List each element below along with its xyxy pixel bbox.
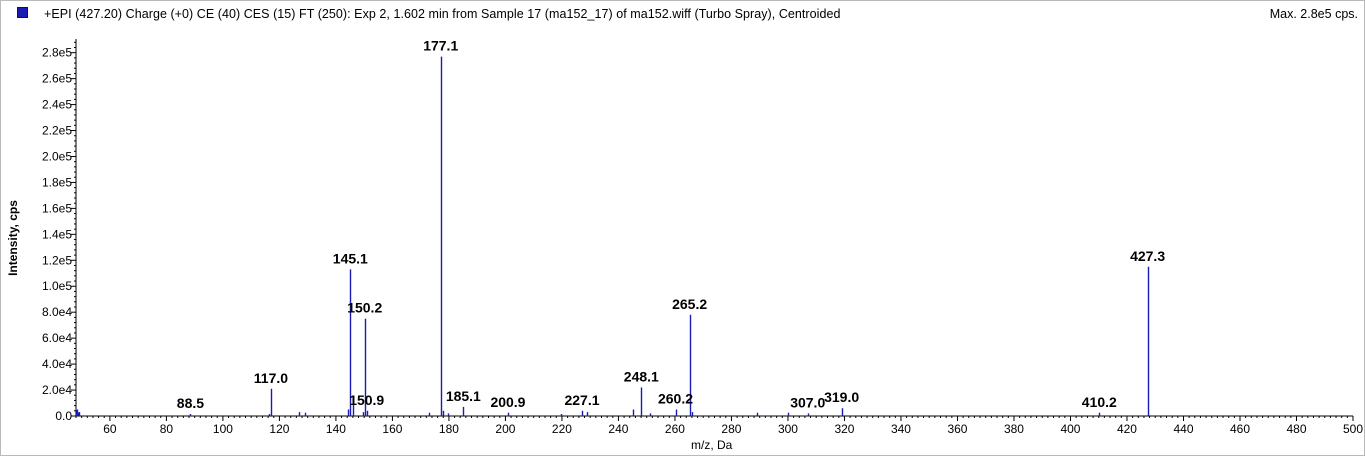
x-tick-label: 200 — [495, 422, 515, 436]
peak-label: 227.1 — [564, 392, 599, 408]
peak-label: 307.0 — [790, 394, 825, 410]
peak-label: 319.0 — [824, 389, 859, 405]
y-tick-label: 1.8e5 — [42, 175, 72, 189]
y-tick-label: 1.2e5 — [42, 253, 72, 267]
y-tick-label: 4.0e4 — [42, 357, 72, 371]
y-tick-label: 2.6e5 — [42, 72, 72, 86]
peak-label: 177.1 — [423, 38, 458, 54]
x-tick-label: 220 — [552, 422, 572, 436]
y-tick-label: 8.0e4 — [42, 305, 72, 319]
peak-label: 248.1 — [624, 368, 659, 384]
x-tick-label: 160 — [382, 422, 402, 436]
axes: 0.0 2.0e4 4.0e4 6.0e4 8.0e4 1.0e5 1.2e5 1.4e5 1.… — [42, 39, 1363, 436]
x-tick-label: 60 — [103, 422, 117, 436]
x-tick-label: 380 — [1004, 422, 1024, 436]
peak-label: 185.1 — [446, 388, 481, 404]
y-tick-label: 1.6e5 — [42, 201, 72, 215]
x-tick-label: 300 — [778, 422, 798, 436]
x-tick-label: 80 — [160, 422, 174, 436]
peak-label: 150.9 — [349, 392, 384, 408]
x-tick-label: 180 — [439, 422, 459, 436]
peak-label: 265.2 — [672, 296, 707, 312]
peak-label: 88.5 — [177, 395, 204, 411]
x-tick-label: 440 — [1173, 422, 1193, 436]
x-tick-label: 280 — [721, 422, 741, 436]
x-tick-label: 240 — [608, 422, 628, 436]
chart-title: +EPI (427.20) Charge (+0) CE (40) CES (1… — [44, 7, 841, 21]
x-tick-label: 120 — [269, 422, 289, 436]
origin-marker — [76, 409, 81, 416]
x-tick-label: 140 — [326, 422, 346, 436]
max-intensity-label: Max. 2.8e5 cps. — [1269, 7, 1358, 21]
y-tick-label: 2.0e5 — [42, 149, 72, 163]
peak-label: 150.2 — [347, 300, 382, 316]
y-tick-label: 1.0e5 — [42, 279, 72, 293]
peak-label: 427.3 — [1130, 248, 1165, 264]
y-tick-label: 6.0e4 — [42, 331, 72, 345]
y-tick-label: 2.4e5 — [42, 98, 72, 112]
peak-label: 117.0 — [254, 370, 288, 386]
peak-label: 260.2 — [658, 391, 693, 407]
peak-label: 200.9 — [490, 394, 525, 410]
x-axis-label: m/z, Da — [691, 438, 733, 452]
peak-label: 410.2 — [1082, 394, 1117, 410]
x-tick-label: 500 — [1343, 422, 1363, 436]
x-tick-label: 320 — [834, 422, 854, 436]
x-tick-label: 480 — [1286, 422, 1306, 436]
y-tick-label: 2.8e5 — [42, 46, 72, 60]
y-tick-label: 0.0 — [55, 409, 72, 423]
series-color-swatch — [17, 7, 28, 18]
y-tick-label: 2.0e4 — [42, 383, 72, 397]
peak-labels: 88.5 117.0 145.1 150.2 150.9 177.1 185.1 200.9 2… — [177, 38, 1166, 411]
x-tick-label: 360 — [947, 422, 967, 436]
x-tick-label: 260 — [665, 422, 685, 436]
x-tick-label: 400 — [1060, 422, 1080, 436]
peak-bars — [76, 56, 1150, 416]
x-tick-label: 100 — [213, 422, 233, 436]
x-tick-label: 340 — [891, 422, 911, 436]
x-tick-label: 420 — [1117, 422, 1137, 436]
y-tick-label: 1.4e5 — [42, 227, 72, 241]
x-tick-label: 460 — [1230, 422, 1250, 436]
peak-label: 145.1 — [333, 250, 368, 266]
y-tick-label: 2.2e5 — [42, 124, 72, 138]
